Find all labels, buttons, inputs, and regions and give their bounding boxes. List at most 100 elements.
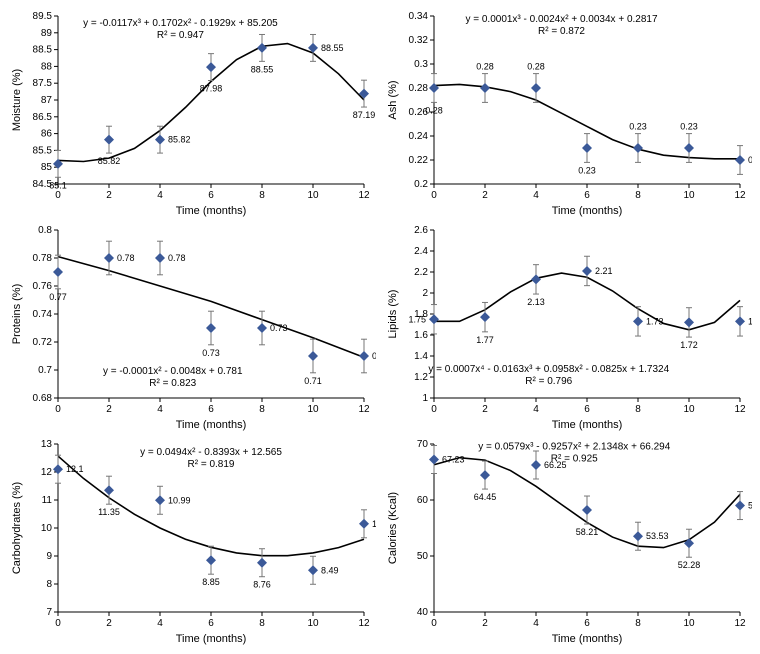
svg-text:12: 12 [41,467,53,478]
svg-text:0: 0 [55,618,61,629]
svg-text:88: 88 [41,61,53,72]
svg-text:0.71: 0.71 [372,351,376,361]
svg-text:10.15: 10.15 [372,519,376,529]
svg-text:0.23: 0.23 [629,122,647,132]
svg-text:58.21: 58.21 [576,527,599,537]
svg-text:8: 8 [259,190,265,201]
svg-text:0.73: 0.73 [202,348,220,358]
svg-text:0.34: 0.34 [409,11,429,22]
svg-text:85.5: 85.5 [33,145,53,156]
svg-text:6: 6 [584,618,590,629]
chart-lipids: 02468101211.21.41.61.822.22.42.6Time (mo… [384,222,752,432]
svg-text:86: 86 [41,129,53,140]
svg-text:0.22: 0.22 [748,155,752,165]
svg-text:Calories (Kcal): Calories (Kcal) [387,492,399,564]
svg-text:1.2: 1.2 [414,372,428,383]
svg-text:0.68: 0.68 [33,393,53,404]
svg-text:12: 12 [358,190,370,201]
svg-text:10: 10 [307,190,319,201]
svg-text:9: 9 [46,551,52,562]
svg-text:2.6: 2.6 [414,225,428,236]
svg-text:59.01: 59.01 [748,501,752,511]
svg-text:Time (months): Time (months) [176,205,247,217]
svg-text:40: 40 [417,607,429,618]
svg-text:Ash (%): Ash (%) [387,80,399,119]
svg-text:0.23: 0.23 [578,165,596,175]
svg-text:4: 4 [533,618,539,629]
svg-text:87.5: 87.5 [33,78,53,89]
svg-text:y = 0.0001x³ - 0.0024x² + 0.00: y = 0.0001x³ - 0.0024x² + 0.0034x + 0.28… [465,14,658,25]
svg-text:1.73: 1.73 [748,316,752,326]
svg-text:12: 12 [734,190,746,201]
svg-text:88.5: 88.5 [33,45,53,56]
svg-text:0: 0 [431,190,437,201]
svg-text:Proteins (%): Proteins (%) [11,284,23,345]
svg-text:2.13: 2.13 [527,297,545,307]
svg-text:Carbohydrates (%): Carbohydrates (%) [11,482,23,574]
svg-text:2: 2 [482,190,488,201]
svg-text:6: 6 [584,404,590,415]
svg-text:y = 0.0579x³ - 0.9257x² + 2.13: y = 0.0579x³ - 0.9257x² + 2.1348x + 66.2… [478,442,671,453]
svg-text:0.2: 0.2 [414,179,428,190]
svg-text:8: 8 [635,618,641,629]
svg-text:10: 10 [307,618,319,629]
svg-text:0: 0 [431,404,437,415]
svg-text:2: 2 [106,404,112,415]
svg-text:89: 89 [41,28,53,39]
svg-text:85.1: 85.1 [49,180,67,190]
svg-text:70: 70 [417,439,429,450]
svg-text:2.2: 2.2 [414,267,428,278]
svg-text:Time (months): Time (months) [176,419,247,431]
svg-text:11.35: 11.35 [98,507,120,517]
svg-text:8: 8 [635,190,641,201]
chart-moisture: 02468101284.58585.58686.58787.58888.5898… [8,8,376,218]
svg-text:0.8: 0.8 [38,225,52,236]
svg-text:8: 8 [259,618,265,629]
svg-text:y = 0.0007x⁴ - 0.0163x³ + 0.09: y = 0.0007x⁴ - 0.0163x³ + 0.0958x² - 0.0… [428,364,669,375]
svg-text:87.19: 87.19 [353,110,376,120]
svg-text:R² = 0.823: R² = 0.823 [149,378,196,389]
svg-text:8.85: 8.85 [202,577,220,587]
svg-text:13: 13 [41,439,53,450]
svg-text:0.73: 0.73 [270,323,288,333]
svg-text:8.76: 8.76 [253,580,271,590]
svg-text:Time (months): Time (months) [552,419,623,431]
svg-text:0.28: 0.28 [527,62,545,72]
svg-text:0.78: 0.78 [168,253,186,263]
svg-text:Moisture (%): Moisture (%) [11,69,23,131]
svg-text:2: 2 [422,288,428,299]
svg-text:0.3: 0.3 [414,59,428,70]
svg-text:10: 10 [41,523,53,534]
svg-text:2: 2 [482,618,488,629]
svg-text:10: 10 [683,190,695,201]
svg-text:6: 6 [584,190,590,201]
svg-text:87.98: 87.98 [200,84,223,94]
svg-text:0.78: 0.78 [117,253,135,263]
svg-text:8.49: 8.49 [321,565,339,575]
svg-text:y = -0.0117x³ + 0.1702x² - 0.1: y = -0.0117x³ + 0.1702x² - 0.1929x + 85.… [83,18,278,29]
svg-text:0.71: 0.71 [304,376,322,386]
svg-text:0.7: 0.7 [38,365,52,376]
svg-text:8: 8 [46,579,52,590]
svg-text:12: 12 [734,618,746,629]
chart-grid: 02468101284.58585.58686.58787.58888.5898… [8,8,752,646]
svg-text:R² = 0.796: R² = 0.796 [525,376,572,387]
svg-text:64.45: 64.45 [474,492,497,502]
svg-text:R² = 0.925: R² = 0.925 [551,454,598,465]
svg-text:4: 4 [533,404,539,415]
svg-text:85.82: 85.82 [98,156,121,166]
svg-text:1.4: 1.4 [414,351,428,362]
svg-text:0.77: 0.77 [49,292,67,302]
svg-text:4: 4 [533,190,539,201]
svg-text:4: 4 [157,190,163,201]
svg-text:86.5: 86.5 [33,112,53,123]
svg-text:0.28: 0.28 [476,62,494,72]
svg-text:4: 4 [157,618,163,629]
svg-text:0.78: 0.78 [33,253,53,264]
svg-text:0: 0 [55,190,61,201]
svg-text:0.72: 0.72 [33,337,53,348]
svg-text:87: 87 [41,95,53,106]
chart-proteins: 0246810120.680.70.720.740.760.780.8Time … [8,222,376,432]
svg-text:12.1: 12.1 [66,464,84,474]
svg-text:53.53: 53.53 [646,531,669,541]
